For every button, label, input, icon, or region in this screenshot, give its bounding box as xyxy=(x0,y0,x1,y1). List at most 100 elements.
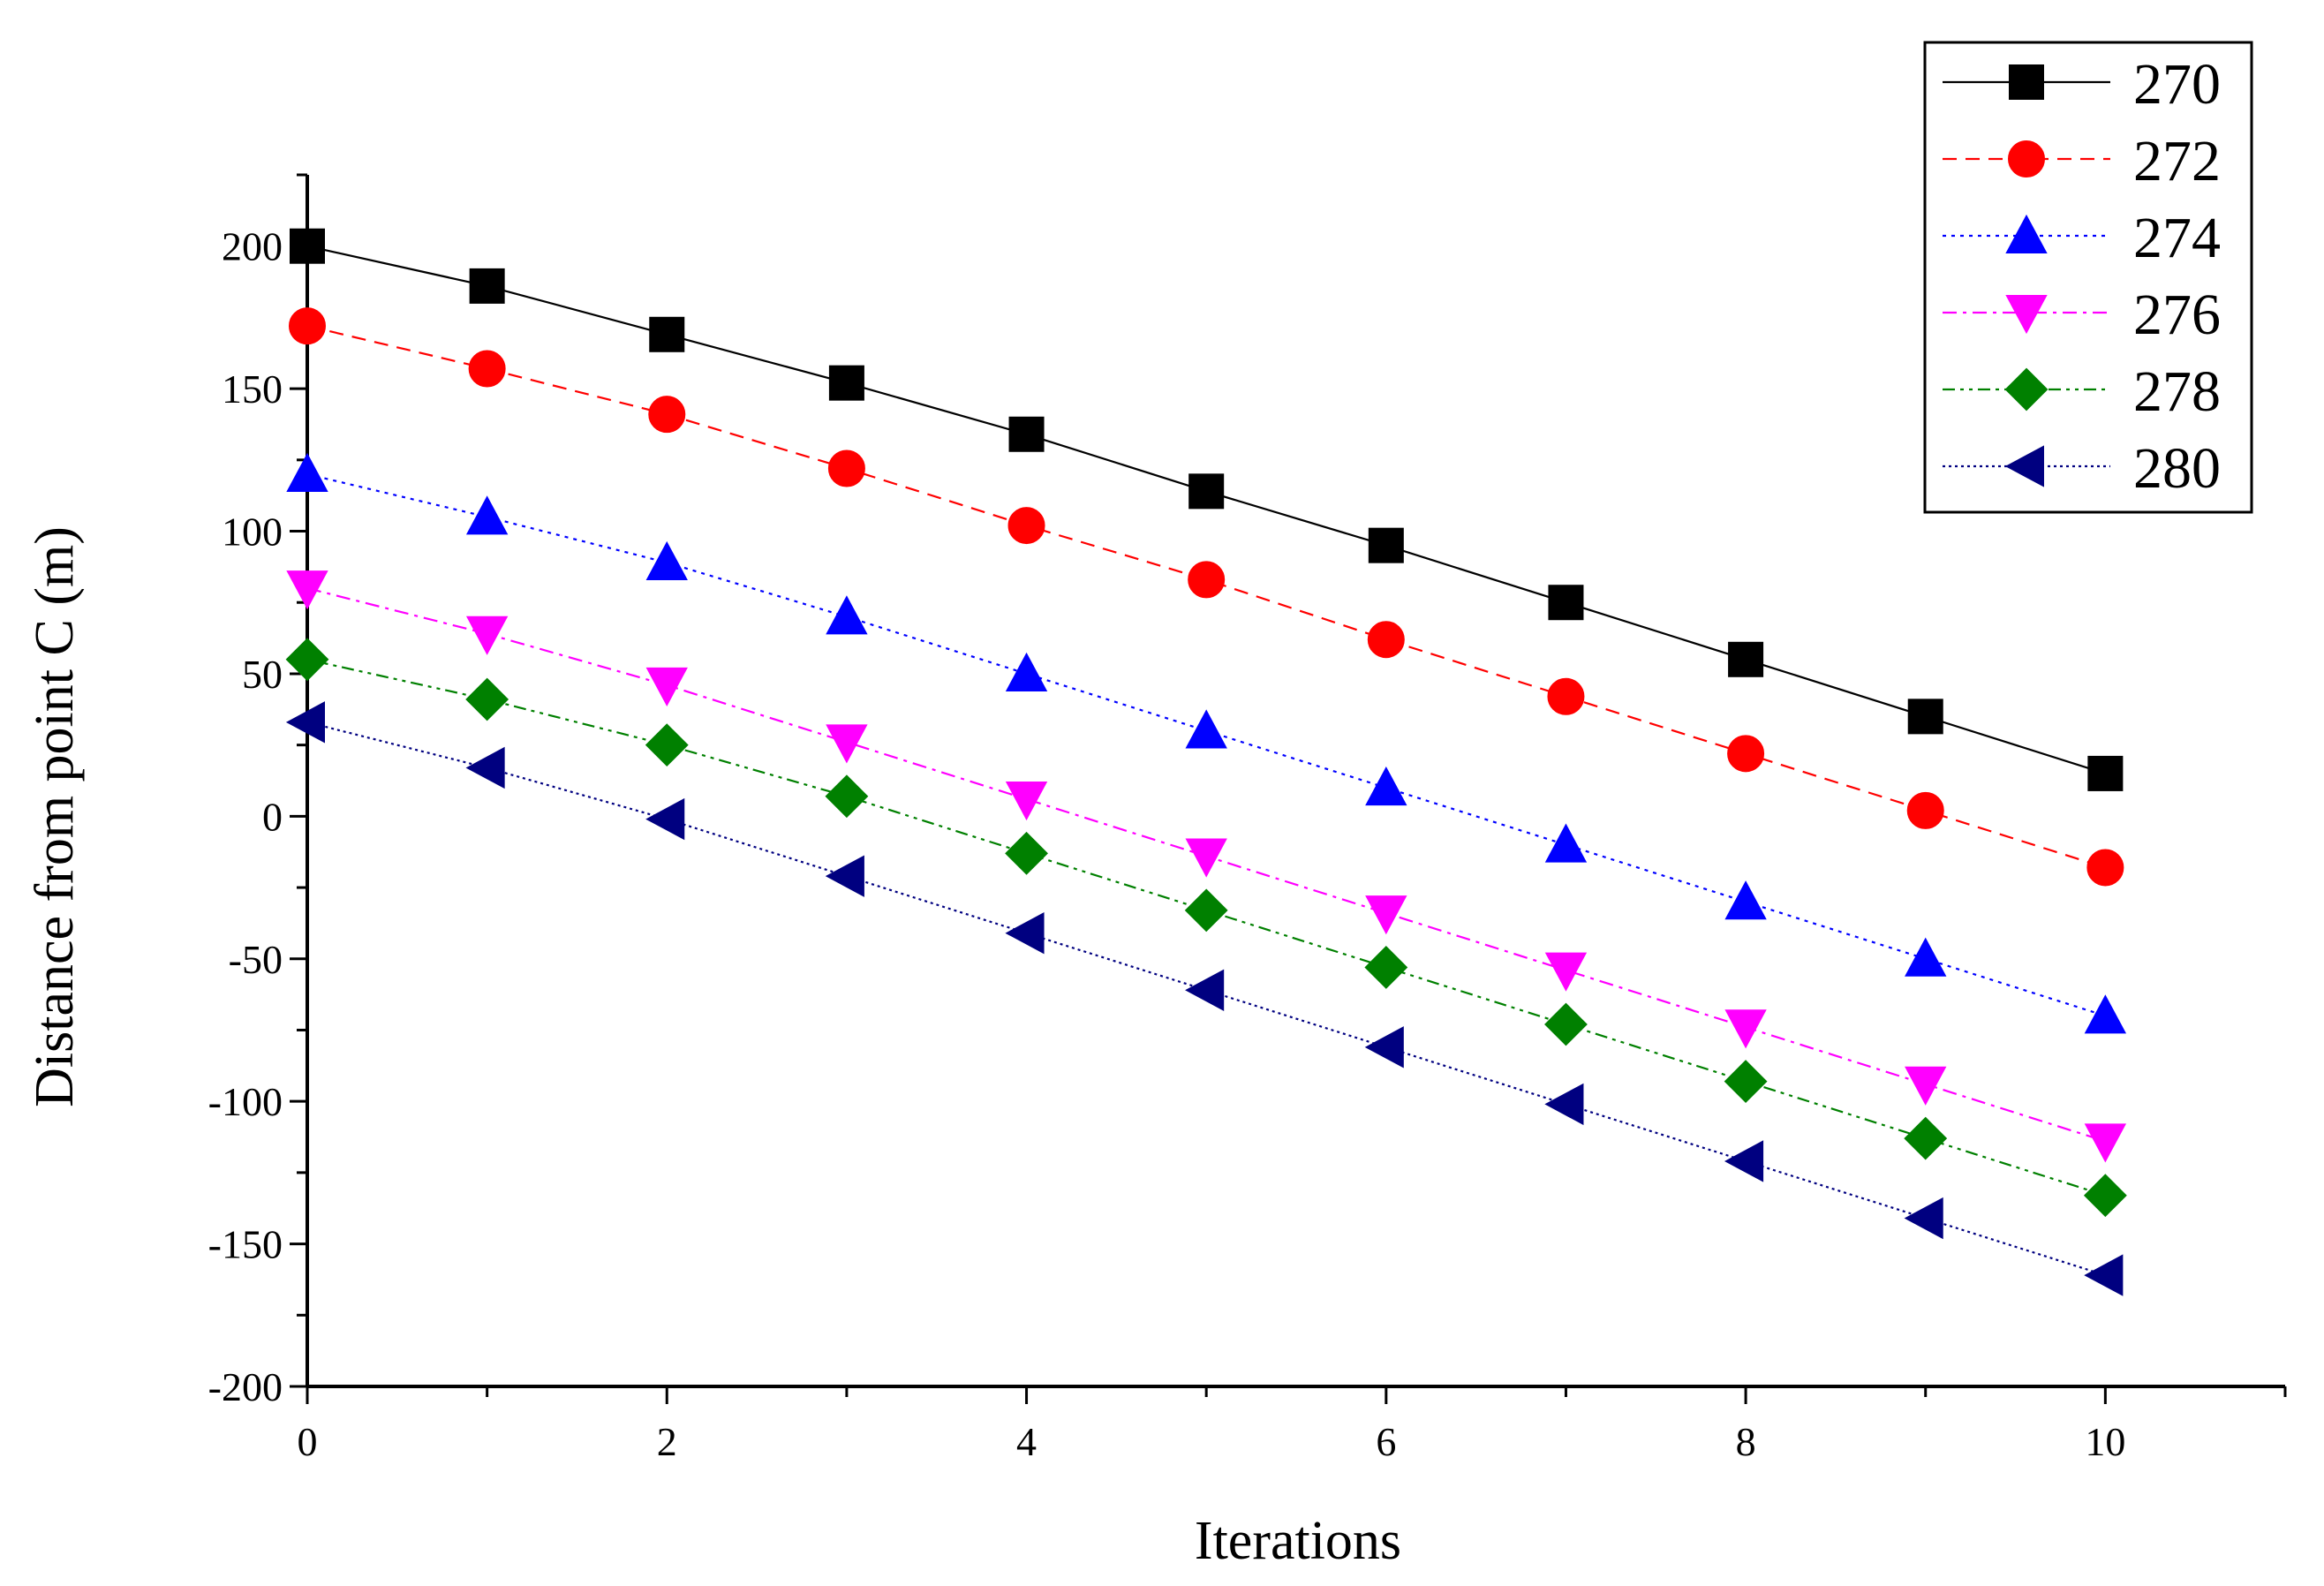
data-point-270-5 xyxy=(1188,473,1225,510)
y-axis-title: Distance from point C (m) xyxy=(25,526,85,1107)
data-point-274-1 xyxy=(465,495,509,535)
data-point-272-10 xyxy=(2086,849,2124,887)
y-tick-label: 100 xyxy=(222,510,283,555)
data-point-280-8 xyxy=(1724,1140,1764,1182)
data-point-278-5 xyxy=(1184,888,1228,933)
y-tick-label: -150 xyxy=(208,1222,283,1267)
data-point-270-10 xyxy=(2087,755,2124,791)
x-tick-label: 10 xyxy=(2085,1419,2125,1464)
y-tick-label: 0 xyxy=(262,794,283,839)
y-tick-label: 200 xyxy=(222,224,283,269)
data-point-280-10 xyxy=(2084,1254,2124,1296)
y-tick-label: 150 xyxy=(222,366,283,412)
data-point-276-7 xyxy=(1544,952,1588,992)
y-tick-label: 50 xyxy=(242,652,283,697)
data-point-272-3 xyxy=(827,449,865,487)
axes: 0 2 4 6 8 10 -200 -150 -100 -50 0 50 100 150 200 xyxy=(208,173,2287,1464)
data-point-270-8 xyxy=(1728,641,1764,677)
x-tick-label: 8 xyxy=(1736,1419,1756,1464)
data-point-276-8 xyxy=(1724,1009,1767,1049)
data-point-276-5 xyxy=(1185,838,1227,878)
data-point-278-4 xyxy=(1005,831,1048,875)
data-point-278-6 xyxy=(1364,946,1408,989)
data-point-270-4 xyxy=(1008,416,1045,452)
legend-box xyxy=(1923,41,2253,514)
data-point-276-9 xyxy=(1905,1066,1947,1106)
data-point-270-0 xyxy=(290,228,325,264)
data-point-278-0 xyxy=(285,638,329,682)
y-tick-label: -200 xyxy=(208,1364,283,1409)
legend-marker-276 xyxy=(2005,295,2048,335)
data-point-270-3 xyxy=(828,365,864,401)
data-point-274-3 xyxy=(826,595,868,635)
series-line-274 xyxy=(306,472,2106,1017)
data-point-274-0 xyxy=(286,452,328,492)
data-point-276-0 xyxy=(286,570,328,610)
data-point-278-8 xyxy=(1724,1060,1768,1103)
data-point-270-1 xyxy=(469,268,505,304)
data-point-270-7 xyxy=(1548,585,1584,621)
data-point-272-5 xyxy=(1188,561,1226,599)
data-point-278-9 xyxy=(1904,1116,1948,1160)
data-point-278-1 xyxy=(465,677,509,721)
data-point-276-10 xyxy=(2084,1123,2127,1163)
data-point-280-0 xyxy=(285,701,325,744)
series-line-280 xyxy=(306,721,2106,1277)
series-lines xyxy=(306,245,2106,1277)
data-point-270-6 xyxy=(1368,527,1404,563)
legend-marker-272 xyxy=(2008,140,2045,177)
legend-label-270: 270 xyxy=(2133,52,2221,117)
x-tick-label: 2 xyxy=(657,1419,677,1464)
data-point-272-8 xyxy=(1727,735,1765,773)
data-point-280-2 xyxy=(645,797,685,841)
data-point-280-5 xyxy=(1185,969,1225,1011)
y-tick-label: -50 xyxy=(229,937,283,982)
x-tick-label: 6 xyxy=(1376,1419,1396,1464)
legend: 270 272 274 276 278 280 xyxy=(1923,41,2253,514)
data-point-276-6 xyxy=(1365,895,1407,935)
data-point-276-3 xyxy=(826,724,868,764)
legend-marker-278 xyxy=(2004,367,2049,412)
data-point-280-3 xyxy=(825,855,864,897)
data-point-272-1 xyxy=(468,350,506,388)
legend-label-276: 276 xyxy=(2133,283,2221,347)
x-tick-label: 0 xyxy=(298,1419,318,1464)
data-point-280-4 xyxy=(1005,912,1045,955)
legend-marker-274 xyxy=(2005,214,2048,253)
data-point-270-9 xyxy=(1907,699,1943,735)
data-point-274-4 xyxy=(1005,652,1048,691)
data-point-274-8 xyxy=(1724,880,1767,920)
data-point-274-2 xyxy=(645,540,688,581)
data-point-280-1 xyxy=(465,746,505,789)
legend-label-274: 274 xyxy=(2133,206,2221,270)
data-point-274-5 xyxy=(1185,709,1227,749)
legend-label-272: 272 xyxy=(2133,129,2221,193)
y-tick-label: -100 xyxy=(208,1079,283,1124)
data-point-278-7 xyxy=(1544,1002,1588,1046)
series-line-278 xyxy=(306,658,2106,1197)
legend-marker-280 xyxy=(2004,445,2044,487)
data-point-272-6 xyxy=(1367,621,1405,659)
data-point-276-1 xyxy=(465,616,509,655)
data-point-274-6 xyxy=(1365,766,1407,806)
data-point-276-4 xyxy=(1005,781,1048,821)
data-point-270-2 xyxy=(649,316,685,352)
series-line-272 xyxy=(306,325,2106,869)
data-point-280-6 xyxy=(1364,1026,1404,1069)
data-point-272-4 xyxy=(1007,507,1045,545)
data-point-278-3 xyxy=(825,774,869,819)
data-point-278-10 xyxy=(2083,1174,2127,1218)
legend-label-280: 280 xyxy=(2133,436,2221,501)
data-point-272-9 xyxy=(1906,791,1944,829)
data-point-272-2 xyxy=(648,396,686,434)
data-point-280-7 xyxy=(1544,1083,1584,1126)
data-point-274-7 xyxy=(1544,823,1588,863)
x-tick-label: 4 xyxy=(1016,1419,1037,1464)
legend-marker-270 xyxy=(2009,64,2044,100)
series-markers xyxy=(285,228,2127,1296)
data-point-276-2 xyxy=(645,667,688,706)
data-point-272-7 xyxy=(1547,677,1585,715)
data-point-278-2 xyxy=(645,723,689,767)
data-point-280-9 xyxy=(1904,1197,1943,1240)
